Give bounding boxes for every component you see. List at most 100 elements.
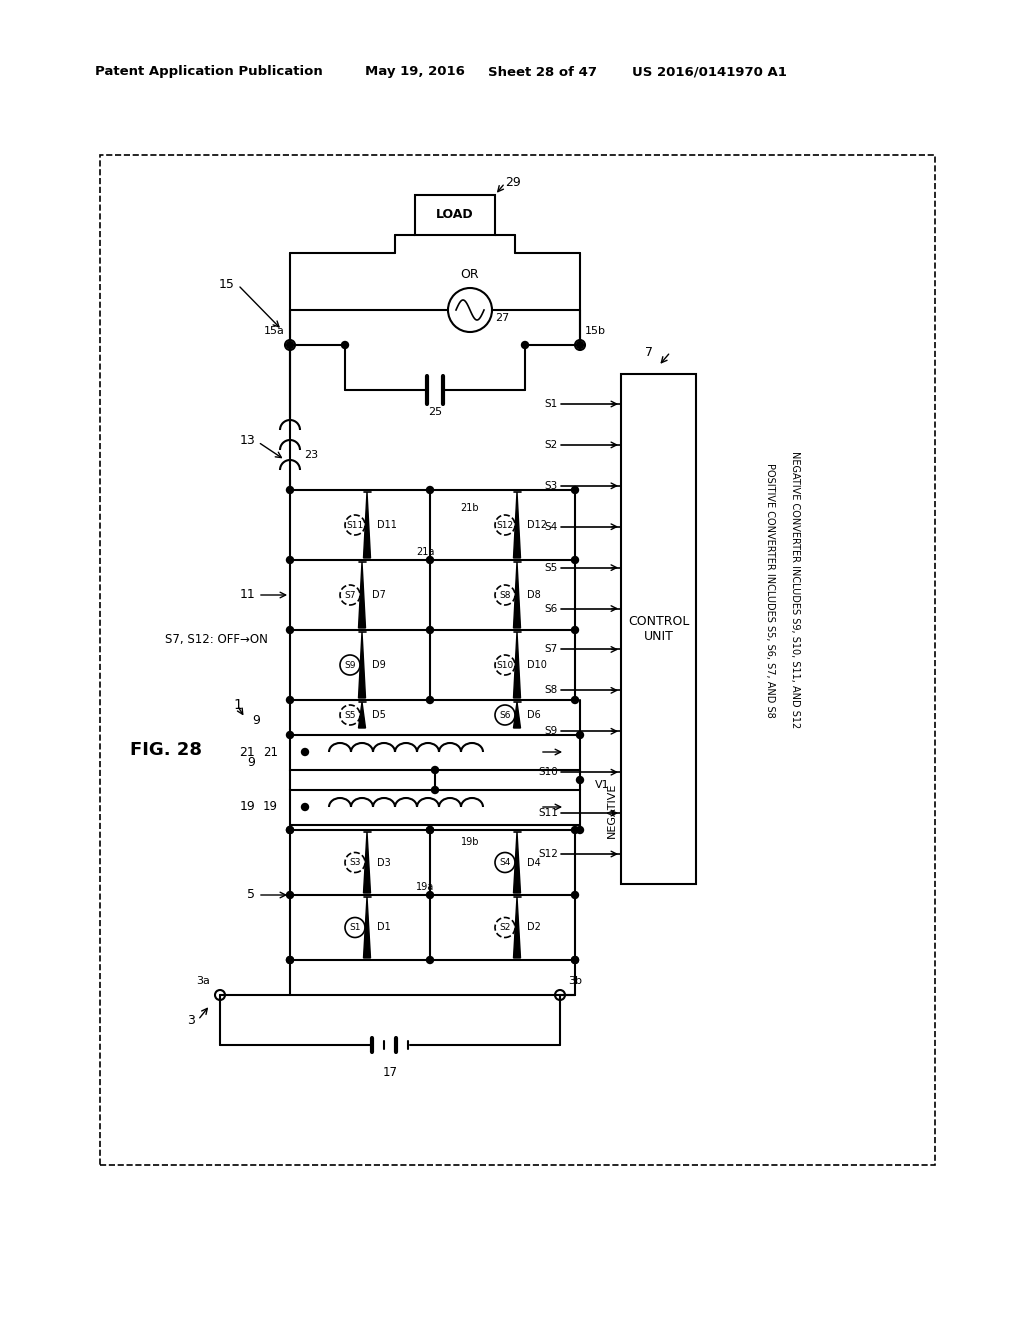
Polygon shape: [513, 562, 520, 628]
Circle shape: [495, 585, 515, 605]
Circle shape: [287, 487, 294, 494]
Bar: [415, 195, 495, 235]
Text: 19a: 19a: [416, 882, 434, 892]
Text: S8: S8: [500, 590, 511, 599]
Polygon shape: [513, 832, 520, 894]
Text: S11: S11: [346, 520, 364, 529]
Circle shape: [301, 748, 308, 755]
Text: 21a: 21a: [416, 546, 434, 557]
Polygon shape: [358, 562, 366, 628]
Circle shape: [571, 697, 579, 704]
Circle shape: [287, 957, 294, 964]
Text: 3a: 3a: [197, 975, 210, 986]
Circle shape: [287, 731, 294, 738]
Text: 23: 23: [304, 450, 318, 459]
Text: S6: S6: [545, 603, 558, 614]
Text: D10: D10: [527, 660, 547, 671]
Circle shape: [431, 787, 438, 793]
Text: 21: 21: [240, 746, 255, 759]
Polygon shape: [513, 702, 520, 729]
Circle shape: [340, 585, 360, 605]
Text: 17: 17: [383, 1067, 397, 1080]
Circle shape: [340, 705, 360, 725]
Text: S9: S9: [344, 660, 355, 669]
Text: V1: V1: [595, 780, 609, 789]
Text: US 2016/0141970 A1: US 2016/0141970 A1: [632, 66, 786, 78]
Text: 19: 19: [240, 800, 255, 813]
Text: CONTROL
UNIT: CONTROL UNIT: [628, 615, 689, 643]
Circle shape: [571, 557, 579, 564]
Text: S3: S3: [545, 480, 558, 491]
Text: D12: D12: [527, 520, 547, 531]
Text: D9: D9: [372, 660, 386, 671]
Text: Patent Application Publication: Patent Application Publication: [95, 66, 323, 78]
Text: D7: D7: [372, 590, 386, 601]
Text: S7, S12: OFF→ON: S7, S12: OFF→ON: [165, 634, 268, 647]
Text: NEGATIVE CONVERTER INCLUDES S9, S10, S11, AND S12: NEGATIVE CONVERTER INCLUDES S9, S10, S11…: [790, 451, 800, 729]
Text: 15: 15: [219, 279, 234, 292]
Circle shape: [431, 767, 438, 774]
Text: 25: 25: [428, 407, 442, 417]
Text: 11: 11: [240, 589, 255, 602]
Text: 15b: 15b: [585, 326, 606, 337]
Circle shape: [571, 957, 579, 964]
Circle shape: [571, 627, 579, 634]
Text: 5: 5: [247, 888, 255, 902]
Circle shape: [287, 957, 294, 964]
Text: 13: 13: [240, 433, 255, 446]
Text: 9: 9: [247, 755, 255, 768]
Circle shape: [287, 697, 294, 704]
Text: 9: 9: [252, 714, 260, 726]
Circle shape: [495, 917, 515, 937]
Text: 3b: 3b: [568, 975, 582, 986]
Text: D2: D2: [527, 923, 541, 932]
Circle shape: [577, 826, 584, 833]
Circle shape: [287, 557, 294, 564]
Text: 1: 1: [233, 698, 242, 711]
Circle shape: [571, 826, 579, 833]
Circle shape: [575, 341, 585, 350]
Polygon shape: [358, 632, 366, 698]
Circle shape: [287, 627, 294, 634]
Circle shape: [215, 990, 225, 1001]
Text: S4: S4: [545, 521, 558, 532]
Text: POSITIVE CONVERTER INCLUDES S5, S6, S7, AND S8: POSITIVE CONVERTER INCLUDES S5, S6, S7, …: [765, 462, 775, 717]
Circle shape: [285, 341, 295, 350]
Circle shape: [571, 487, 579, 494]
Polygon shape: [364, 898, 371, 958]
Circle shape: [345, 515, 365, 535]
Circle shape: [495, 515, 515, 535]
Polygon shape: [513, 632, 520, 698]
Text: D11: D11: [377, 520, 397, 531]
Circle shape: [301, 804, 308, 810]
Text: 3: 3: [187, 1014, 195, 1027]
Text: S2: S2: [500, 923, 511, 932]
Polygon shape: [364, 832, 371, 894]
Text: S4: S4: [500, 858, 511, 867]
Bar: [290, 789, 580, 825]
Circle shape: [287, 826, 294, 833]
Text: 29: 29: [505, 177, 521, 190]
Text: S5: S5: [545, 562, 558, 573]
Text: S1: S1: [545, 399, 558, 409]
Text: D3: D3: [377, 858, 391, 867]
Text: NEGATIVE: NEGATIVE: [607, 783, 617, 838]
Circle shape: [427, 957, 433, 964]
Circle shape: [427, 557, 433, 564]
Text: S3: S3: [349, 858, 360, 867]
Text: S8: S8: [545, 685, 558, 696]
Circle shape: [577, 776, 584, 784]
Text: Sheet 28 of 47: Sheet 28 of 47: [488, 66, 597, 78]
Text: D6: D6: [527, 710, 541, 719]
Circle shape: [345, 917, 365, 937]
Circle shape: [495, 655, 515, 675]
Text: S6: S6: [500, 710, 511, 719]
Text: S7: S7: [344, 590, 355, 599]
Circle shape: [577, 731, 584, 738]
Text: 27: 27: [495, 313, 509, 323]
Circle shape: [427, 826, 433, 833]
Circle shape: [571, 891, 579, 899]
Text: D1: D1: [377, 923, 391, 932]
Text: FIG. 28: FIG. 28: [130, 741, 202, 759]
Text: S12: S12: [539, 849, 558, 859]
